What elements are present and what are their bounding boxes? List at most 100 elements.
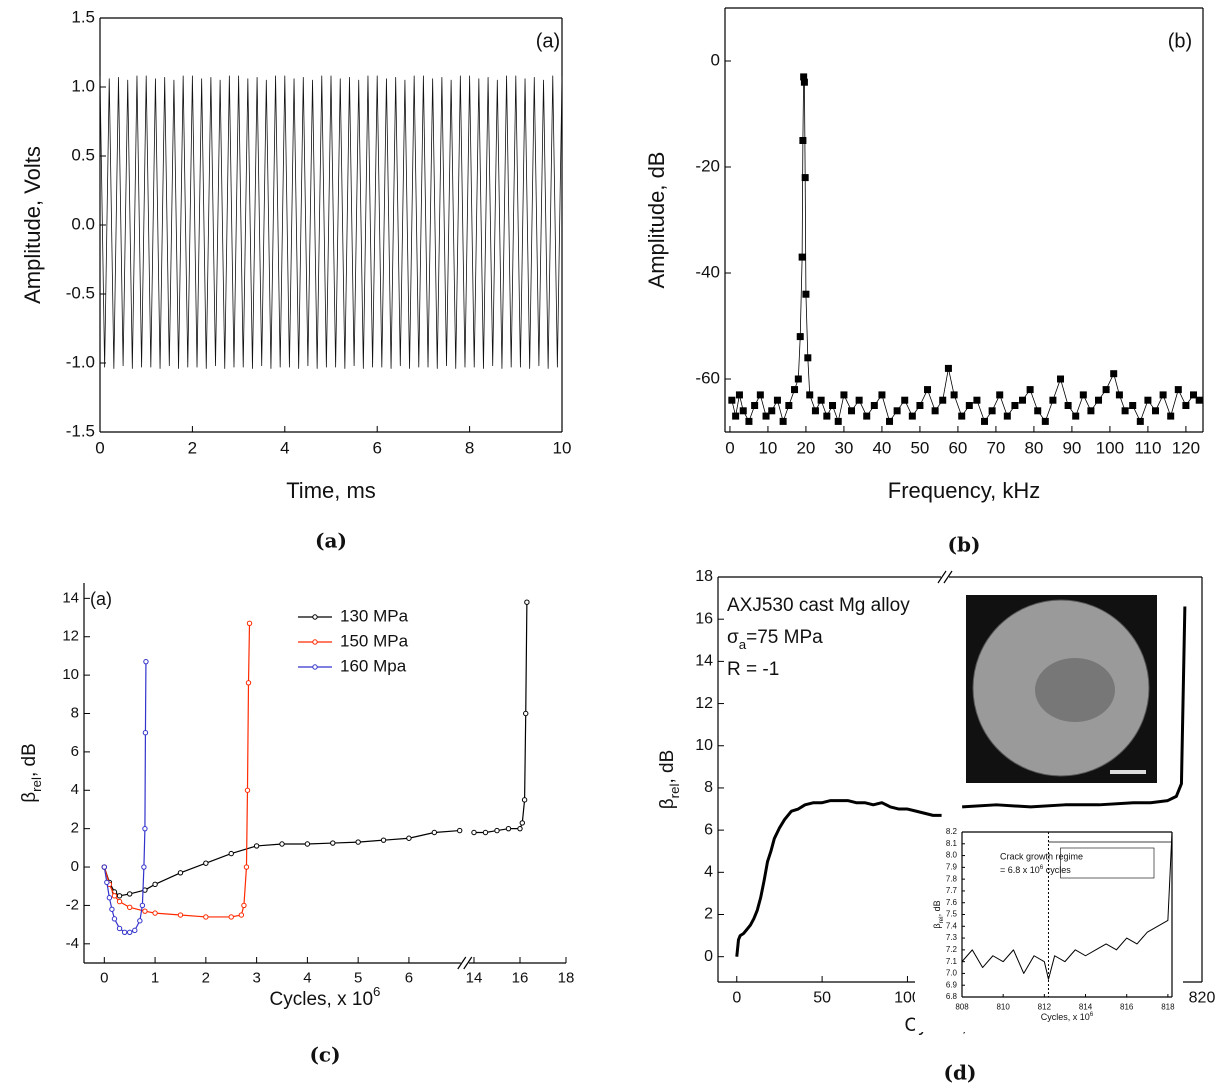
- marker: [1072, 412, 1080, 420]
- y-tick-label: 7.4: [946, 921, 958, 930]
- y-tick-label: -40: [695, 262, 720, 281]
- marker: [1011, 402, 1019, 409]
- x-tick-label: 2: [202, 969, 210, 986]
- marker: [988, 407, 996, 415]
- y-tick-label: 8: [704, 779, 713, 796]
- x-tick-label: 6: [372, 438, 381, 457]
- marker: [745, 417, 753, 425]
- marker: [901, 396, 909, 404]
- marker: [1003, 412, 1011, 420]
- marker: [406, 835, 412, 841]
- y-tick-label: 7.8: [946, 874, 958, 883]
- y-axis-label-part: , dB: [657, 750, 678, 784]
- y-tick-label: 1.0: [71, 76, 95, 95]
- marker: [101, 864, 108, 870]
- x-tick-label: 820: [1189, 989, 1216, 1006]
- y-tick-label: -60: [695, 368, 720, 387]
- y-tick-label: -20: [695, 156, 720, 175]
- y-axis-label: βrel, dB: [657, 750, 682, 810]
- marker: [109, 906, 115, 912]
- marker: [238, 912, 245, 918]
- x-tick-label: 50: [910, 438, 929, 457]
- marker: [1182, 402, 1190, 409]
- marker: [794, 375, 802, 383]
- y-tick-label: 2: [71, 820, 79, 837]
- marker: [1190, 391, 1198, 399]
- x-tick-label: 816: [1120, 1003, 1134, 1012]
- marker: [973, 396, 981, 404]
- x-tick-label: 14: [466, 969, 483, 986]
- legend-label: 160 Mpa: [340, 656, 407, 675]
- x-tick-label: 4: [280, 438, 289, 457]
- axis-break-gap: [940, 575, 949, 579]
- marker: [1110, 370, 1118, 378]
- marker: [958, 412, 966, 420]
- marker: [524, 599, 530, 605]
- marker: [773, 396, 781, 404]
- marker: [126, 891, 133, 897]
- marker: [431, 829, 438, 836]
- marker: [517, 825, 523, 832]
- marker: [142, 825, 148, 832]
- y-tick-label: 0: [711, 50, 720, 69]
- marker: [471, 829, 477, 836]
- x-tick-label: 50: [813, 989, 831, 1006]
- y-tick-label: 18: [695, 568, 713, 585]
- x-axis-label: Time, ms: [286, 478, 376, 503]
- y-axis-label: Amplitude, dB: [644, 152, 669, 289]
- marker: [355, 839, 361, 845]
- y-axis-label: βrel, dB: [932, 900, 945, 928]
- marker: [152, 910, 158, 916]
- marker: [1079, 391, 1087, 399]
- y-tick-label: 6: [71, 743, 79, 760]
- legend-marker: [312, 614, 318, 620]
- marker: [304, 841, 311, 847]
- x-axis-label: Frequency, kHz: [888, 478, 1040, 503]
- series-line: [735, 606, 1187, 957]
- marker: [732, 412, 740, 420]
- marker: [279, 841, 285, 847]
- marker: [132, 927, 138, 934]
- marker: [785, 402, 793, 409]
- marker: [137, 918, 143, 924]
- marker: [796, 333, 804, 341]
- series-line: [99, 75, 563, 369]
- x-tick-label: 1: [151, 969, 159, 986]
- x-tick-label: 80: [1024, 438, 1043, 457]
- marker: [1174, 386, 1182, 394]
- marker: [950, 391, 958, 399]
- marker: [944, 364, 952, 372]
- marker: [1115, 391, 1123, 399]
- marker: [177, 870, 184, 876]
- marker: [965, 402, 973, 409]
- marker: [141, 864, 147, 870]
- marker: [111, 893, 118, 899]
- x-tick-label: 110: [1134, 438, 1161, 457]
- y-tick-label: 7.3: [946, 933, 958, 942]
- marker: [802, 290, 810, 298]
- x-tick-label: 10: [758, 438, 777, 457]
- marker: [751, 402, 759, 409]
- marker: [245, 680, 252, 686]
- y-axis-label-part: rel: [29, 777, 44, 792]
- marker: [116, 898, 123, 905]
- y-tick-label: 6.8: [946, 992, 958, 1001]
- x-tick-label: 814: [1079, 1003, 1093, 1012]
- x-axis-label-part: 6: [373, 984, 380, 999]
- y-tick-label: 10: [62, 666, 79, 683]
- marker: [203, 914, 209, 920]
- marker: [143, 658, 149, 665]
- marker: [996, 391, 1004, 399]
- marker: [111, 916, 118, 922]
- marker: [106, 895, 113, 901]
- y-axis-label-part: β: [657, 798, 678, 809]
- marker: [728, 396, 736, 404]
- series-line: [961, 831, 1173, 980]
- caption: (c): [309, 1043, 340, 1067]
- marker: [848, 407, 856, 415]
- marker: [1026, 386, 1034, 394]
- marker: [939, 396, 947, 404]
- marker: [863, 412, 871, 420]
- y-tick-label: 8.2: [946, 827, 958, 836]
